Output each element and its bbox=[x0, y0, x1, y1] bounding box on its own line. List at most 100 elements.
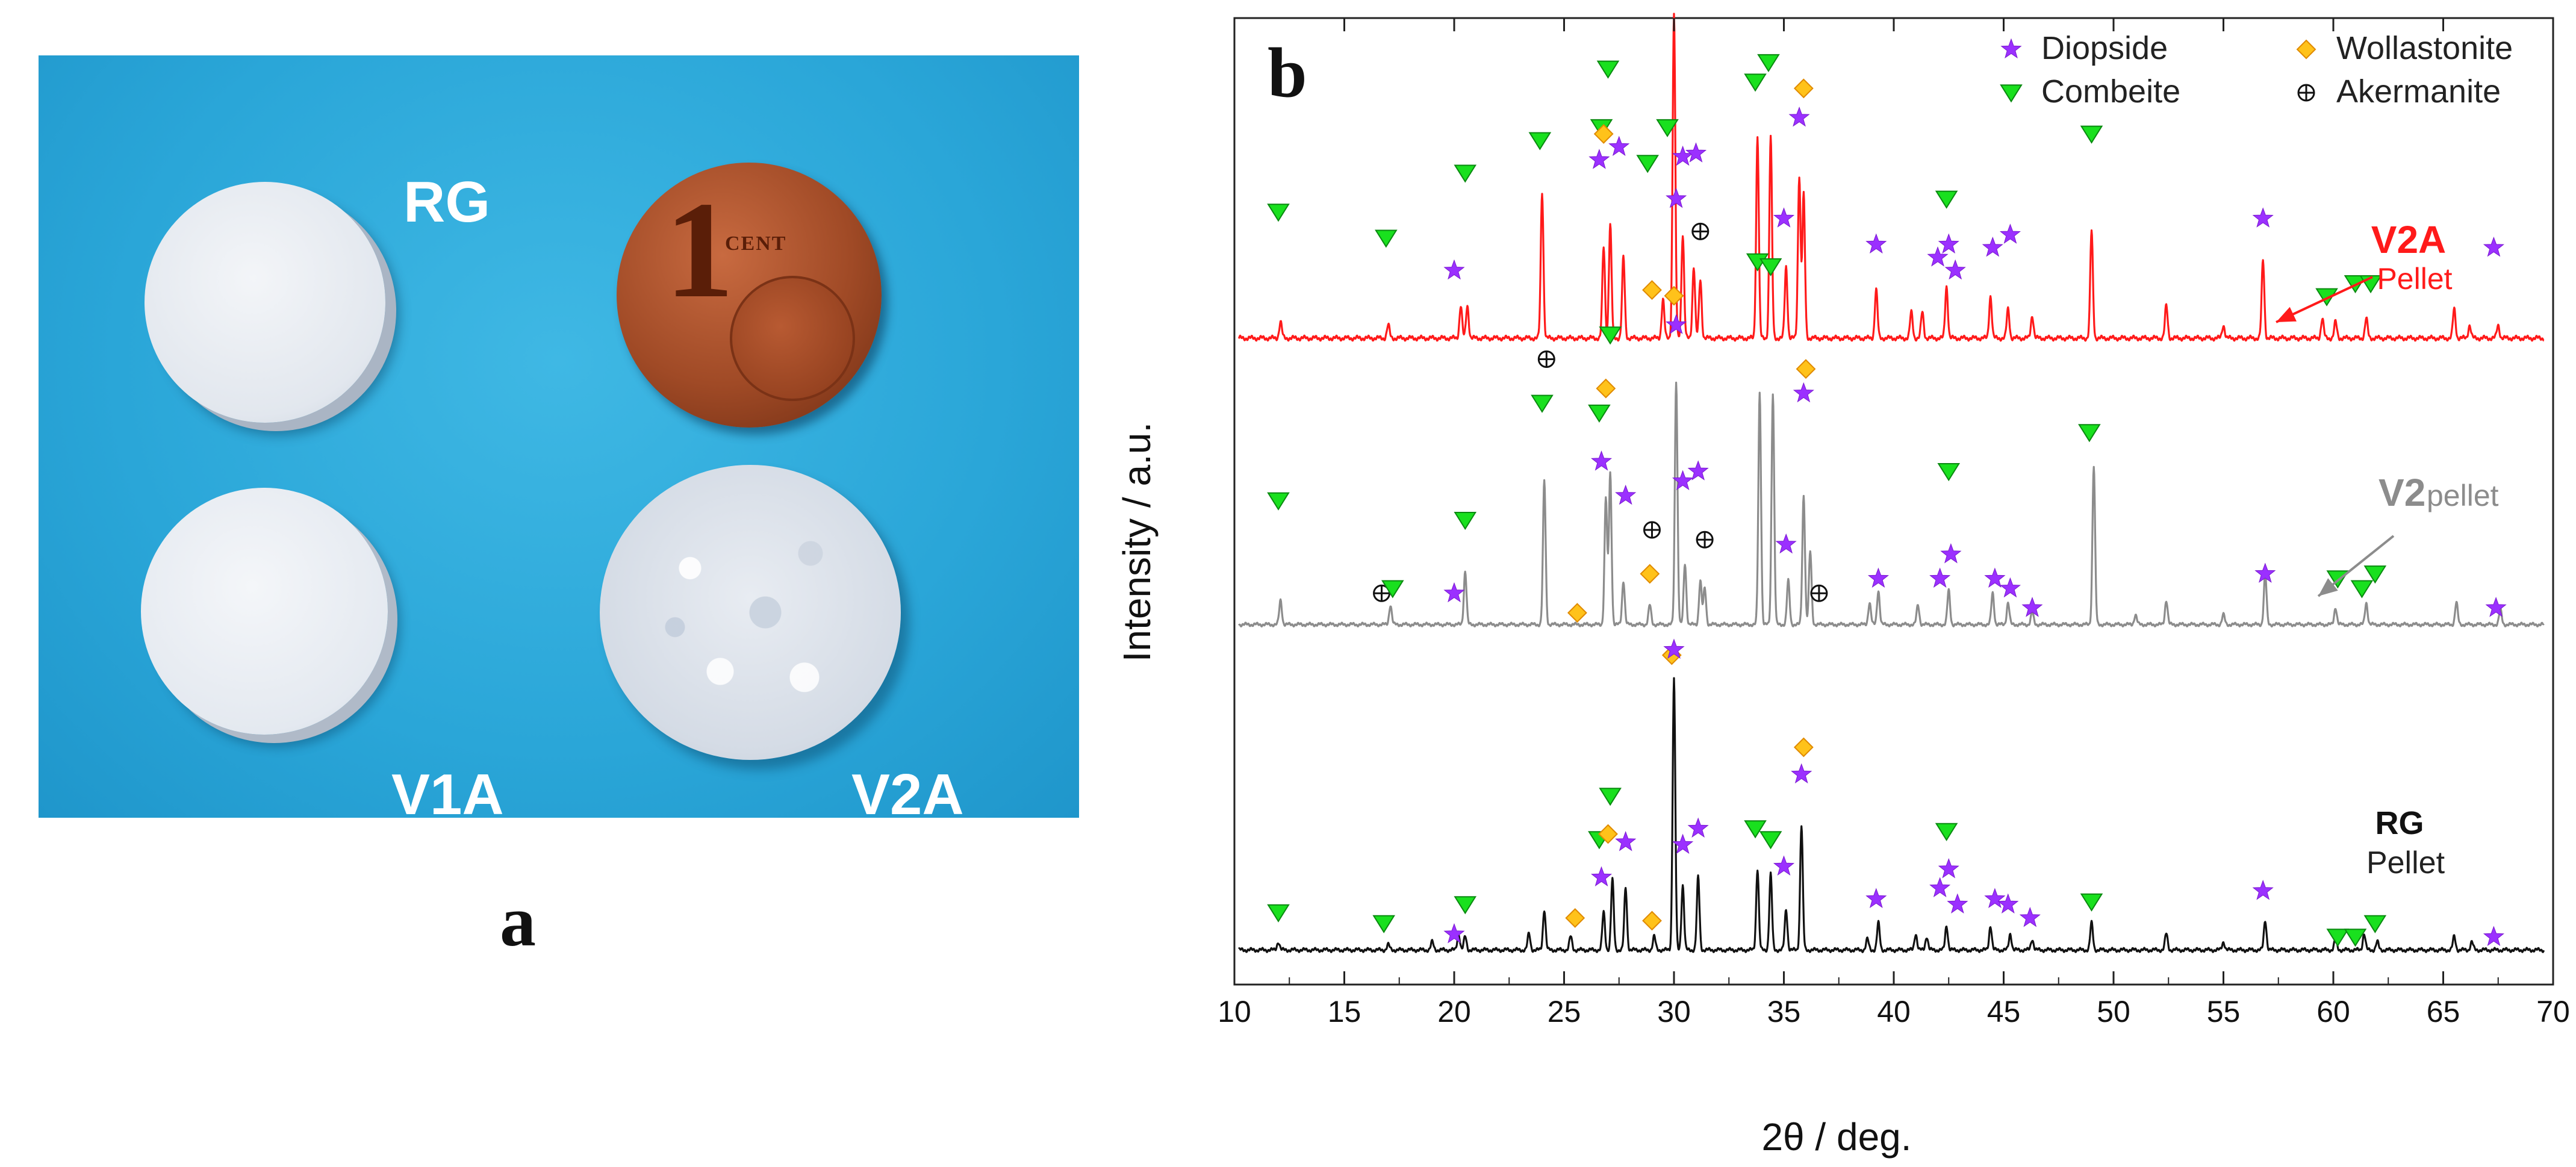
combeite-triangle-marker bbox=[1267, 492, 1290, 511]
series-sublabel-v2a: Pellet bbox=[2377, 262, 2452, 296]
combeite-triangle-marker bbox=[2363, 565, 2387, 584]
combeite-triangle-marker bbox=[1744, 820, 1767, 839]
combeite-triangle-marker bbox=[1528, 132, 1552, 151]
diopside-star-marker bbox=[1944, 259, 1966, 280]
diopside-star-marker bbox=[1938, 858, 1959, 879]
combeite-triangle-marker bbox=[1759, 258, 1782, 276]
diopside-star-marker bbox=[1672, 470, 1694, 490]
coin-value-text: 1 bbox=[665, 173, 734, 326]
diopside-star-marker bbox=[1929, 877, 1951, 897]
diopside-star-marker bbox=[1999, 577, 2021, 598]
combeite-triangle-marker bbox=[1375, 229, 1398, 248]
x-tick-label: 25 bbox=[1548, 995, 1581, 1029]
combeite-triangle-marker bbox=[1935, 823, 1958, 841]
diopside-star-marker bbox=[1947, 893, 1968, 913]
x-tick-label: 45 bbox=[1987, 995, 2021, 1029]
series-arrow-head bbox=[2276, 307, 2297, 322]
legend-label-akermanite: Akermanite bbox=[2336, 73, 2501, 110]
combeite-triangle-marker bbox=[2350, 580, 2374, 599]
diopside-star-marker bbox=[1865, 888, 1887, 908]
diopside-star-marker bbox=[2483, 236, 2504, 257]
combeite-triangle-marker bbox=[1599, 326, 1622, 345]
v1a-pellet-disc bbox=[141, 488, 388, 735]
diopside-star-marker bbox=[1791, 763, 1812, 783]
photo-label-v2a: V2A bbox=[851, 762, 964, 827]
combeite-triangle-marker bbox=[1454, 896, 1477, 915]
combeite-triangle-marker bbox=[1744, 73, 1767, 92]
one-cent-coin: 1 CENT bbox=[617, 163, 882, 428]
wollastonite-diamond-marker bbox=[1793, 78, 1814, 99]
x-tick-label: 60 bbox=[2316, 995, 2350, 1029]
diopside-star-marker bbox=[1591, 450, 1613, 471]
diopside-star-marker bbox=[1984, 888, 2006, 908]
diopside-star-marker bbox=[1929, 567, 1951, 588]
diopside-star-marker bbox=[1687, 460, 1709, 481]
diopside-star-marker bbox=[1591, 866, 1613, 886]
series-label-v2: V2 bbox=[2378, 471, 2425, 514]
x-axis-ticks: 10 15 20 25 30 35 40 45 50 55 60 65 70 bbox=[1218, 18, 2570, 1029]
diopside-star-marker bbox=[1773, 207, 1795, 228]
y-axis-label: Intensity / a.u. bbox=[1115, 422, 1159, 662]
combeite-triangle-marker bbox=[1596, 60, 1620, 79]
diopside-star-marker bbox=[1687, 817, 1709, 838]
diopside-star-marker bbox=[2252, 880, 2274, 900]
plot-frame-group bbox=[1233, 17, 2554, 986]
phase-markers bbox=[1267, 54, 2507, 947]
x-tick-label: 35 bbox=[1767, 995, 1801, 1029]
panel-a-letter: a bbox=[500, 881, 536, 961]
diopside-star-marker bbox=[1940, 543, 1962, 564]
diopside-star-marker bbox=[1672, 833, 1694, 854]
x-tick-label: 20 bbox=[1437, 995, 1471, 1029]
combeite-triangle-marker bbox=[1454, 164, 1477, 183]
x-tick-label: 10 bbox=[1218, 995, 1251, 1029]
trace-v2a bbox=[1237, 13, 2545, 342]
xrd-traces bbox=[1237, 13, 2545, 953]
series-sublabel-v2: pellet bbox=[2427, 479, 2499, 512]
x-tick-label: 15 bbox=[1328, 995, 1361, 1029]
photo-label-v1a: V1A bbox=[391, 762, 504, 827]
diopside-star-marker bbox=[1663, 638, 1685, 659]
combeite-triangle-marker bbox=[2326, 929, 2350, 947]
diopside-star-marker bbox=[1443, 259, 1465, 280]
diopside-star-marker bbox=[1999, 223, 2021, 244]
wollastonite-diamond-marker bbox=[1642, 280, 1662, 300]
combeite-triangle-marker bbox=[1372, 915, 1396, 933]
x-tick-label: 65 bbox=[2427, 995, 2460, 1029]
wollastonite-diamond-marker bbox=[1567, 603, 1587, 623]
diopside-star-marker bbox=[1615, 484, 1637, 505]
combeite-triangle-marker bbox=[1454, 512, 1477, 531]
coin-globe bbox=[730, 276, 855, 401]
combeite-triangle-marker bbox=[1588, 404, 1611, 423]
series-arrow-head bbox=[2318, 578, 2338, 596]
diopside-star-marker bbox=[1775, 533, 1797, 554]
diopside-star-marker bbox=[1443, 582, 1465, 603]
wollastonite-diamond-marker bbox=[1565, 908, 1585, 928]
wollastonite-diamond-marker bbox=[1793, 737, 1814, 758]
wollastonite-diamond-marker bbox=[1596, 378, 1616, 399]
series-label-rg: RG bbox=[2375, 805, 2424, 841]
combeite-triangle-marker bbox=[1935, 190, 1958, 209]
combeite-triangle-marker bbox=[1267, 204, 1290, 222]
photo-label-rg: RG bbox=[403, 170, 490, 234]
diopside-star-marker bbox=[1982, 236, 2003, 257]
legend: Diopside Wollastonite Combeite Akermanite bbox=[2000, 30, 2513, 110]
wollastonite-diamond-marker bbox=[1642, 910, 1662, 931]
trace-v2 bbox=[1238, 381, 2545, 627]
diopside-star-marker bbox=[1938, 233, 1959, 254]
combeite-triangle-marker bbox=[2344, 929, 2367, 947]
wollastonite-diamond-marker bbox=[1598, 824, 1618, 844]
diopside-star-marker bbox=[1927, 246, 1949, 267]
combeite-triangle-marker bbox=[1531, 394, 1554, 413]
combeite-triangle-marker bbox=[1759, 831, 1782, 850]
diopside-star-marker bbox=[2485, 597, 2507, 617]
rg-pellet-disc bbox=[145, 182, 385, 423]
combeite-triangle-marker bbox=[2078, 424, 2101, 443]
diopside-star-marker bbox=[1793, 382, 1814, 403]
diopside-star-marker bbox=[2254, 562, 2276, 583]
wollastonite-diamond-marker bbox=[1640, 564, 1660, 584]
x-tick-label: 50 bbox=[2097, 995, 2130, 1029]
diopside-star-marker bbox=[1608, 135, 1630, 156]
diopside-star-marker bbox=[1984, 567, 2006, 588]
diopside-star-marker bbox=[1867, 567, 1889, 588]
